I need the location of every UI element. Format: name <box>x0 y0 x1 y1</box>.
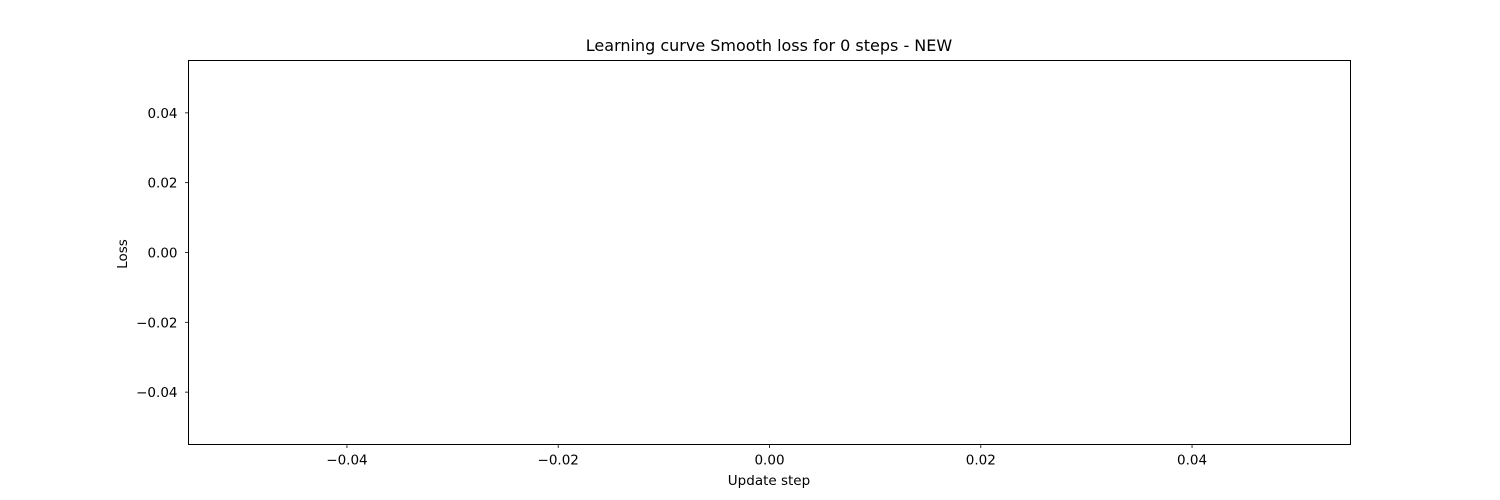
x-tick-label: 0.04 <box>1177 453 1207 469</box>
x-tick-label: 0.00 <box>754 453 784 469</box>
y-tick-label: 0.04 <box>147 106 177 122</box>
x-axis-ticks: −0.04 −0.02 0.00 0.02 0.04 <box>326 444 1207 469</box>
x-tick-label: −0.02 <box>538 453 579 469</box>
x-tick-label: −0.04 <box>326 453 367 469</box>
y-tick-label: −0.04 <box>136 385 177 401</box>
x-tick-label: 0.02 <box>966 453 996 469</box>
chart-title: Learning curve Smooth loss for 0 steps -… <box>586 36 953 55</box>
y-axis-ticks: −0.04 −0.02 0.00 0.02 0.04 <box>136 106 189 401</box>
y-tick-label: 0.00 <box>147 246 177 262</box>
x-axis-label: Update step <box>728 473 810 489</box>
y-tick-label: 0.02 <box>147 176 177 192</box>
y-axis-label: Loss <box>115 239 131 269</box>
y-tick-label: −0.02 <box>136 315 177 331</box>
